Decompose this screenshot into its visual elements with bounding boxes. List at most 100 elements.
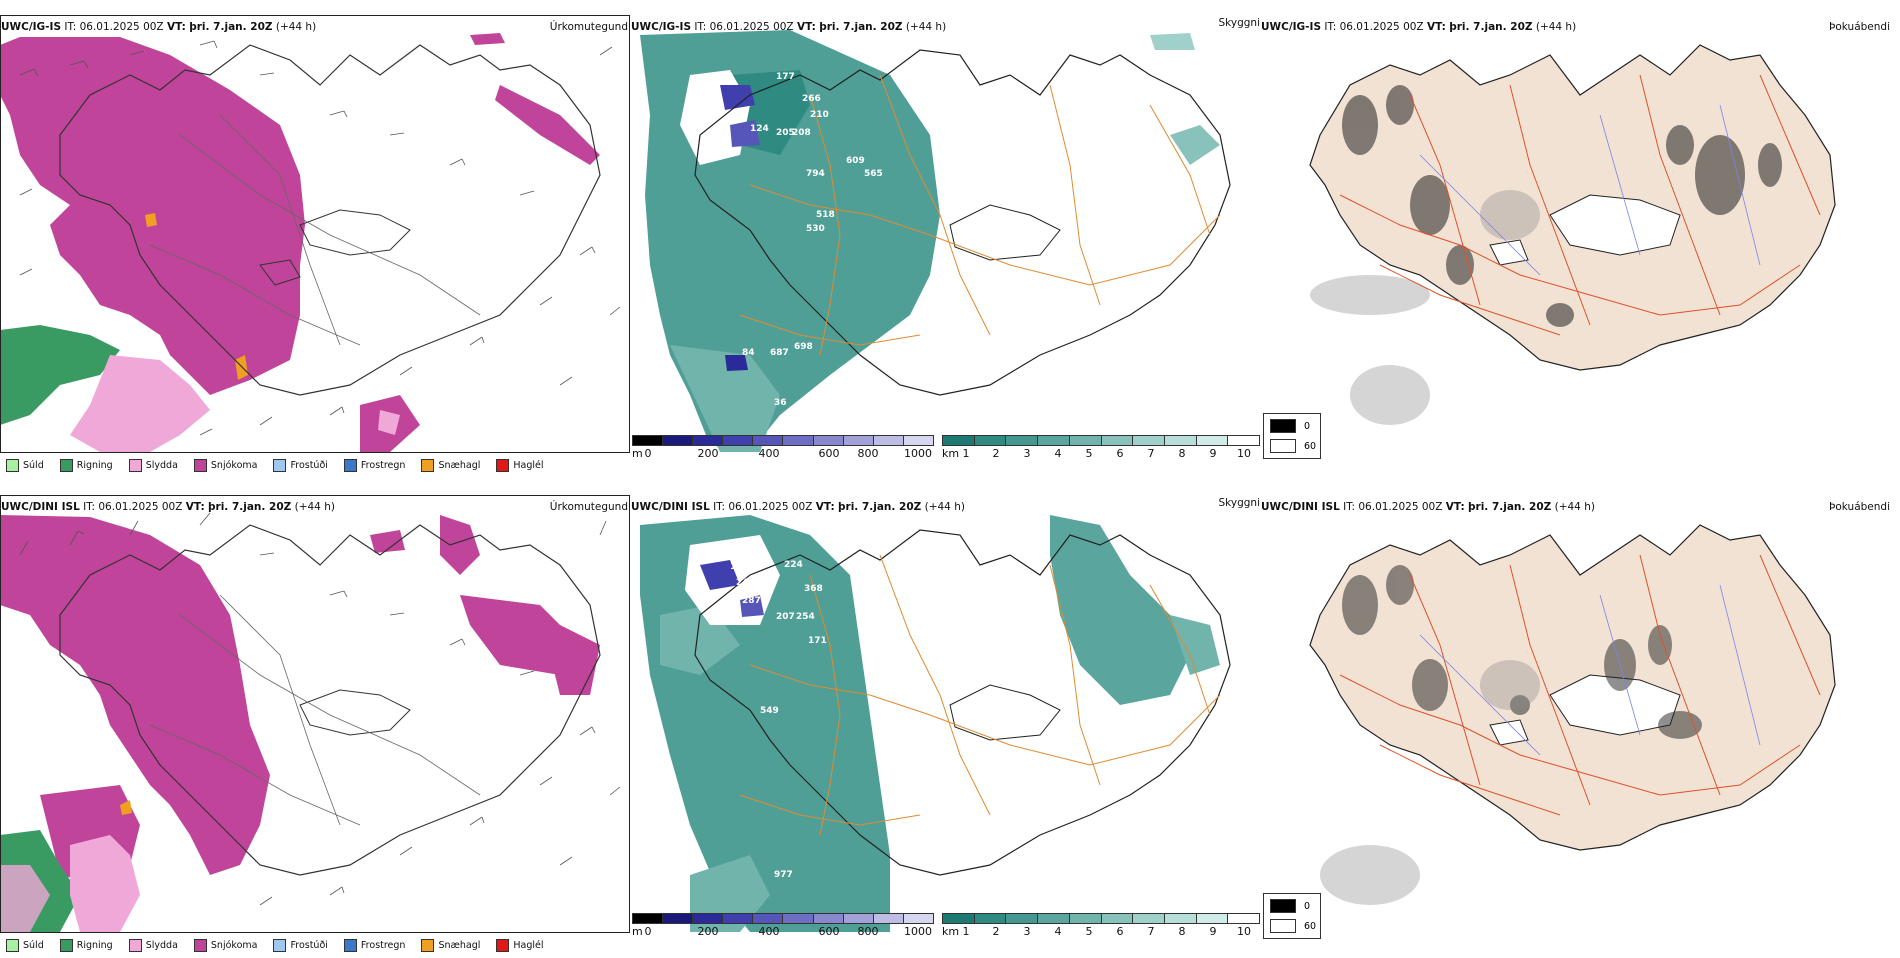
- fog-legend-label: 60: [1304, 920, 1317, 932]
- legend-label: Snjókoma: [210, 940, 258, 951]
- ceiling-label: 609: [846, 156, 865, 166]
- vt-value: þri. 7.jan. 20Z: [819, 21, 903, 33]
- colorbar-tick: 7: [1147, 925, 1155, 938]
- ceiling-label: 549: [760, 706, 779, 716]
- precip-type-panel-bottom: UWC/DINI ISL IT: 06.01.2025 00Z VT: þri.…: [0, 495, 630, 958]
- colorbar-segment: [783, 914, 814, 923]
- colorbar-segment: [943, 436, 975, 445]
- colorbar-tick: 3: [1023, 447, 1031, 460]
- panel-header: UWC/IG-IS IT: 06.01.2025 00Z VT: þri. 7.…: [631, 21, 946, 33]
- ceiling-label: 530: [806, 224, 825, 234]
- colorbar-tick: 600: [818, 447, 840, 460]
- ceiling-label: 208: [792, 128, 811, 138]
- model-name: UWC/IG-IS: [1261, 21, 1322, 33]
- vt-value: þri. 7.jan. 20Z: [1468, 501, 1552, 513]
- legend-item: Haglél: [496, 459, 544, 472]
- panel-header: UWC/IG-IS IT: 06.01.2025 00Z VT: þri. 7.…: [1261, 21, 1576, 33]
- fog-legend-row: 0: [1270, 899, 1310, 913]
- it-value: 06.01.2025 00Z: [709, 21, 794, 33]
- ceiling-colorbar-ticks: m 0 200 400 600 800 1000: [632, 446, 934, 460]
- colorbar-tick: 10: [1237, 925, 1251, 938]
- colorbar-segment: [1038, 914, 1070, 923]
- legend-label: Haglél: [513, 940, 544, 951]
- ceiling-colorbar: m 0 200 400 600 800 1000: [632, 913, 934, 938]
- lead-time: (+44 h): [1535, 21, 1577, 33]
- colorbar-tick: 200: [697, 447, 719, 460]
- ceiling-label: 687: [770, 348, 789, 358]
- colorbar-unit: km: [942, 447, 960, 460]
- fog-swatch: [1270, 919, 1296, 933]
- vt-value: þri. 7.jan. 20Z: [838, 501, 922, 513]
- legend-swatch: [128, 459, 142, 472]
- colorbar-tick: 400: [758, 447, 780, 460]
- it-value: 06.01.2025 00Z: [728, 501, 813, 513]
- legend-item: Súld: [6, 459, 44, 472]
- legend-swatch: [273, 939, 287, 952]
- colorbar-tick: 0: [644, 925, 652, 938]
- colorbar-tick: 8: [1178, 447, 1186, 460]
- panel-title: Úrkomutegund: [549, 501, 628, 513]
- lead-time: (+44 h): [294, 501, 335, 513]
- visibility-colorbar-ticks: km 1 2 3 4 5 6 7 8 9 10: [942, 446, 1260, 460]
- vt-value: þri. 7.jan. 20Z: [189, 21, 273, 33]
- panel-header: UWC/IG-IS IT: 06.01.2025 00Z VT: þri. 7.…: [1, 21, 316, 33]
- visibility-colorbar-ticks: km 1 2 3 4 5 6 7 8 9 10: [942, 924, 1260, 938]
- panel-frame: [0, 495, 630, 958]
- fog-panel-bottom: UWC/DINI ISL IT: 06.01.2025 00Z VT: þri.…: [1260, 495, 1890, 958]
- legend-swatch: [343, 459, 357, 472]
- fog-legend-row: 60: [1270, 439, 1316, 453]
- ceiling-label: 124: [750, 124, 769, 134]
- visibility-panel-bottom: 110 224 242 368 287 207 254 171 549 977 …: [630, 495, 1260, 958]
- colorbar-segment: [723, 436, 754, 445]
- panel-title: Þokuábendi: [1829, 501, 1890, 513]
- ceiling-label: 266: [802, 94, 821, 104]
- colorbar-tick: 1000: [904, 447, 932, 460]
- colorbar-segment: [1228, 914, 1260, 923]
- vt-label: VT:: [796, 21, 816, 33]
- legend-label: Slydda: [145, 940, 178, 951]
- legend-label: Rigning: [76, 460, 113, 471]
- ceiling-label: 565: [864, 169, 883, 179]
- it-value: 06.01.2025 00Z: [1339, 21, 1424, 33]
- colorbar-tick: 4: [1054, 925, 1062, 938]
- legend-item: Rigning: [59, 459, 113, 472]
- colorbar-segment: [1196, 914, 1229, 923]
- precip-legend: Súld Rigning Slydda Snjókoma Frostúði Fr…: [0, 932, 630, 958]
- it-label: IT:: [83, 501, 96, 513]
- fog-swatch: [1270, 419, 1296, 433]
- model-name: UWC/DINI ISL: [1, 501, 80, 513]
- legend-label: Frostúði: [290, 460, 328, 471]
- lead-time: (+44 h): [1554, 501, 1595, 513]
- it-value: 06.01.2025 00Z: [79, 21, 164, 33]
- colorbar-tick: 3: [1023, 925, 1031, 938]
- colorbar-tick: 400: [758, 925, 780, 938]
- fog-legend-label: 0: [1304, 420, 1311, 432]
- fog-legend-row: 0: [1270, 419, 1310, 433]
- colorbar-tick: 7: [1147, 447, 1155, 460]
- colorbar-unit: km: [942, 925, 960, 938]
- legend-item: Snæhagl: [421, 939, 480, 952]
- legend-swatch: [343, 939, 357, 952]
- vt-label: VT:: [1445, 501, 1465, 513]
- ceiling-label: 977: [774, 870, 793, 880]
- legend-item: Frostregn: [343, 459, 405, 472]
- legend-label: Snjókoma: [210, 460, 258, 471]
- legend-item: Frostregn: [343, 939, 405, 952]
- fog-legend: 0 60: [1263, 893, 1321, 939]
- fog-legend: 0 60: [1263, 413, 1321, 459]
- legend-swatch: [421, 939, 435, 952]
- colorbar-segment: [723, 914, 754, 923]
- fog-map-top: [1309, 44, 1836, 425]
- panel-header: UWC/DINI ISL IT: 06.01.2025 00Z VT: þri.…: [631, 501, 965, 513]
- colorbar-segment: [693, 436, 724, 445]
- colorbar-unit: m: [632, 925, 643, 938]
- panel-header: UWC/DINI ISL IT: 06.01.2025 00Z VT: þri.…: [1, 501, 335, 513]
- fog-panel-top: UWC/IG-IS IT: 06.01.2025 00Z VT: þri. 7.…: [1260, 15, 1890, 478]
- ceiling-label: 242: [736, 578, 755, 588]
- panel-frame: [0, 15, 630, 478]
- panel-title: Skyggni: [1218, 497, 1261, 509]
- colorbar-segment: [693, 914, 724, 923]
- colorbar-tick: 1: [962, 925, 970, 938]
- colorbar-segment: [753, 914, 784, 923]
- visibility-colorbar: km 1 2 3 4 5 6 7 8 9 10: [942, 435, 1260, 460]
